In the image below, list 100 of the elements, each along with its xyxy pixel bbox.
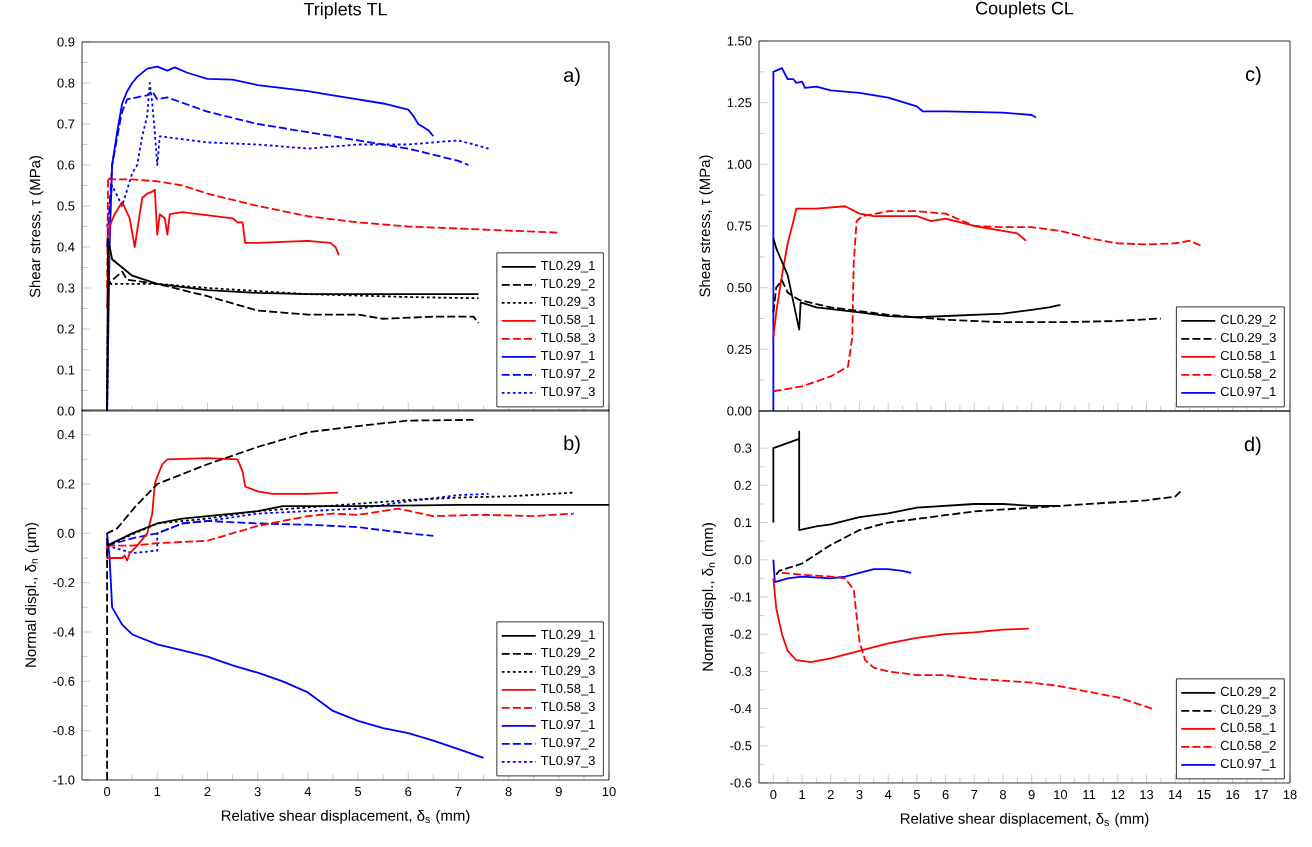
x-tick-label: 8: [505, 787, 512, 797]
y-tick-label: -0.4: [53, 627, 75, 637]
y-tick-label: 0.8: [57, 78, 75, 88]
x-tick-label: 9: [1028, 790, 1035, 800]
y-axis-title: Shear stress, τ (MPa): [29, 155, 44, 298]
y-tick-label: -0.2: [53, 578, 75, 588]
y-tick-label: 0.6: [57, 160, 75, 170]
legend-label: CL0.58_2: [1220, 368, 1276, 381]
x-tick-label: 18: [1283, 790, 1297, 800]
y-tick-label: 0.4: [57, 242, 75, 252]
x-tick-label: 3: [856, 790, 863, 800]
y-tick-label: -0.2: [730, 629, 752, 639]
y-tick-label: -0.4: [730, 704, 752, 714]
x-tick-label: 0: [103, 787, 111, 797]
y-tick-label: 0.50: [727, 283, 752, 293]
y-tick-label: 0.0: [734, 555, 752, 565]
y-tick-label: 0.2: [57, 324, 75, 334]
y-tick-label: 0.5: [57, 201, 75, 211]
x-tick-label: 5: [913, 790, 920, 800]
x-tick-label: 12: [1111, 790, 1125, 800]
legend-label: TL0.97_2: [540, 737, 595, 750]
x-tick-label: 16: [1226, 790, 1240, 800]
annotation: d): [1244, 436, 1261, 456]
y-tick-label: 0.2: [734, 480, 752, 490]
x-tick-label: 7: [971, 790, 978, 799]
legend-label: TL0.58_1: [540, 683, 595, 696]
y-tick-label: 0.0: [57, 406, 75, 416]
y-tick-label: -0.6: [53, 676, 75, 686]
x-tick-label: 6: [942, 790, 949, 800]
x-tick-label: 9: [555, 787, 562, 797]
legend-label: TL0.97_2: [540, 368, 595, 381]
y-tick-label: 0.75: [727, 221, 752, 231]
y-tick-label: -0.3: [730, 666, 752, 676]
legend-label: TL0.29_3: [540, 665, 595, 678]
x-tick-label: 2: [827, 790, 834, 800]
x-tick-label: 13: [1140, 790, 1154, 800]
legend-label: TL0.29_1: [540, 629, 595, 642]
legend-label: CL0.29_2: [1220, 686, 1276, 699]
x-tick-label: 2: [204, 787, 211, 797]
y-tick-label: -0.5: [730, 741, 752, 751]
x-tick-label: 10: [602, 787, 616, 797]
y-tick-label: -0.6: [730, 778, 752, 788]
y-tick-label: 0.2: [57, 479, 75, 489]
x-tick-label: 0: [770, 790, 777, 800]
legend-label: CL0.97_1: [1220, 758, 1276, 771]
x-tick-label: 10: [1054, 790, 1068, 800]
legend-label: CL0.29_2: [1220, 314, 1276, 327]
chart-title: Couplets CL: [976, 1, 1074, 19]
legend-label: TL0.29_2: [540, 278, 595, 291]
y-axis-title: Normal displ., δ$_{n}$ (mm): [702, 523, 716, 671]
legend-label: TL0.58_1: [540, 314, 595, 327]
x-tick-label: 8: [999, 790, 1007, 800]
annotation: a): [564, 67, 580, 87]
legend-label: TL0.97_1: [540, 350, 595, 363]
x-axis-title: Relative shear displacement, δ$_{s}$ (mm): [221, 809, 470, 824]
y-tick-label: -1.0: [53, 775, 75, 785]
x-tick-label: 17: [1255, 790, 1268, 799]
x-tick-label: 14: [1169, 790, 1183, 799]
chart-title: Triplets TL: [303, 2, 387, 20]
x-tick-label: 3: [254, 787, 261, 797]
y-tick-label: -0.8: [53, 726, 75, 736]
annotation: c): [1245, 66, 1261, 86]
y-tick-label: 0.4: [57, 430, 75, 440]
legend-label: TL0.29_2: [540, 647, 595, 660]
x-tick-label: 1: [799, 790, 806, 799]
legend-label: TL0.97_3: [540, 386, 595, 399]
legend-label: CL0.29_3: [1220, 704, 1276, 717]
y-tick-label: 0.00: [727, 406, 752, 416]
y-tick-label: 0.25: [727, 344, 752, 354]
y-tick-label: 0.1: [734, 518, 752, 528]
annotation: b): [564, 435, 580, 455]
x-tick-label: 6: [405, 787, 412, 797]
legend-label: TL0.29_1: [540, 260, 595, 273]
y-tick-label: 1.25: [727, 98, 752, 108]
x-tick-label: 1: [154, 787, 161, 796]
legend-label: CL0.58_1: [1220, 722, 1276, 735]
x-tick-label: 11: [1083, 790, 1096, 799]
y-axis-title: Shear stress, τ (MPa): [699, 155, 714, 297]
x-tick-label: 4: [884, 790, 892, 799]
y-tick-label: 0.3: [734, 443, 752, 453]
y-tick-label: 0.3: [57, 283, 75, 293]
legend-label: CL0.58_2: [1220, 740, 1276, 753]
y-tick-label: 1.00: [727, 159, 752, 169]
legend-label: TL0.97_3: [540, 755, 595, 768]
x-tick-label: 7: [455, 787, 462, 796]
legend-label: CL0.29_3: [1220, 332, 1276, 345]
y-tick-label: 0.0: [57, 528, 75, 538]
y-tick-label: -0.1: [730, 592, 752, 602]
x-tick-label: 4: [304, 787, 312, 796]
x-tick-label: 5: [354, 787, 362, 797]
y-tick-label: 0.7: [57, 119, 75, 129]
legend-label: TL0.97_1: [540, 719, 595, 732]
y-axis-title: Normal displ., δ$_{n}$ (µm): [25, 523, 39, 667]
x-tick-label: 15: [1197, 790, 1211, 800]
y-tick-label: 0.9: [57, 37, 75, 47]
y-tick-label: 1.50: [727, 36, 752, 46]
legend-label: TL0.58_3: [540, 332, 595, 345]
y-tick-label: 0.1: [57, 365, 75, 375]
legend-label: TL0.58_3: [540, 701, 595, 714]
legend-label: CL0.58_1: [1220, 350, 1276, 363]
